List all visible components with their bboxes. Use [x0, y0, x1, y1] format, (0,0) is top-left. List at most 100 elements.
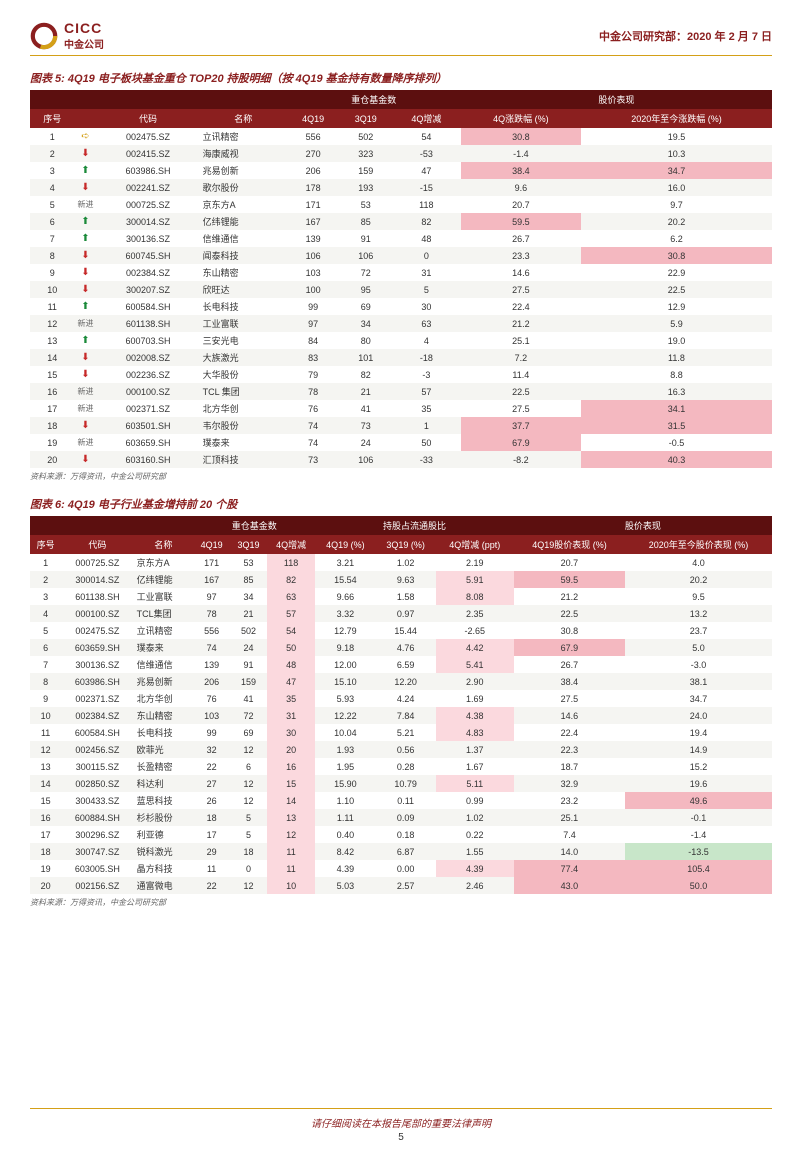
cell-ytd: 11.8	[581, 349, 772, 366]
cell-name: 蓝思科技	[134, 792, 194, 809]
table6-group-header	[30, 516, 193, 535]
cell-g: 32.9	[514, 775, 625, 792]
table-row: 17新进002371.SZ北方华创76413527.534.1	[30, 400, 772, 417]
cell-4q19: 556	[287, 128, 340, 145]
cell-a: 18	[193, 809, 230, 826]
cell-d: 12.79	[315, 622, 375, 639]
cell-code: 000100.SZ	[61, 605, 133, 622]
table5-group-header	[30, 90, 287, 109]
cell-c: 16	[267, 758, 315, 775]
cell-b: 24	[230, 639, 267, 656]
cell-code: 601138.SH	[61, 588, 133, 605]
cell-3q19: 502	[339, 128, 392, 145]
cell-name: 璞泰来	[134, 639, 194, 656]
cell-4q19: 106	[287, 247, 340, 264]
cell-a: 139	[193, 656, 230, 673]
cell-ytd: 12.9	[581, 298, 772, 315]
cell-4qchg: 67.9	[461, 434, 581, 451]
cell-d: 3.32	[315, 605, 375, 622]
cell-ytd: 5.9	[581, 315, 772, 332]
cell-ytd: 19.0	[581, 332, 772, 349]
cell-code: 603501.SH	[96, 417, 199, 434]
trend-icon: 新进	[74, 434, 96, 451]
cell-d: 0.40	[315, 826, 375, 843]
cell-name: 立讯精密	[200, 128, 287, 145]
cell-delta: 57	[392, 383, 461, 400]
cell-b: 85	[230, 571, 267, 588]
cell-h: 20.2	[625, 571, 772, 588]
table6-col-header: 名称	[134, 535, 194, 554]
cell-code: 002156.SZ	[61, 877, 133, 894]
cell-e: 1.02	[376, 554, 436, 571]
cell-d: 5.03	[315, 877, 375, 894]
cell-h: 13.2	[625, 605, 772, 622]
cell-f: 0.99	[436, 792, 514, 809]
table-row: 10⬇300207.SZ欣旺达10095527.522.5	[30, 281, 772, 298]
cell-g: 7.4	[514, 826, 625, 843]
cell-seq: 7	[30, 230, 74, 247]
cell-a: 556	[193, 622, 230, 639]
cell-4qchg: 25.1	[461, 332, 581, 349]
cell-a: 99	[193, 724, 230, 741]
cell-b: 12	[230, 877, 267, 894]
cell-code: 603160.SH	[96, 451, 199, 468]
table5-title: 图表 5: 4Q19 电子板块基金重仓 TOP20 持股明细（按 4Q19 基金…	[30, 70, 772, 86]
cell-code: 600584.SH	[61, 724, 133, 741]
cell-4q19: 76	[287, 400, 340, 417]
cell-name: 杉杉股份	[134, 809, 194, 826]
cell-ytd: 10.3	[581, 145, 772, 162]
cell-code: 603986.SH	[61, 673, 133, 690]
cell-4q19: 139	[287, 230, 340, 247]
cell-e: 0.00	[376, 860, 436, 877]
cell-4q19: 167	[287, 213, 340, 230]
table5-group-header: 重仓基金数	[287, 90, 461, 109]
cell-seq: 10	[30, 707, 61, 724]
cell-4qchg: 14.6	[461, 264, 581, 281]
cell-b: 69	[230, 724, 267, 741]
cell-code: 002456.SZ	[61, 741, 133, 758]
cell-ytd: 22.5	[581, 281, 772, 298]
cell-g: 23.2	[514, 792, 625, 809]
cell-c: 48	[267, 656, 315, 673]
cell-name: 东山精密	[134, 707, 194, 724]
cell-e: 0.09	[376, 809, 436, 826]
cell-4q19: 206	[287, 162, 340, 179]
cell-4q19: 73	[287, 451, 340, 468]
table5-col-header	[74, 109, 96, 128]
cell-name: 立讯精密	[134, 622, 194, 639]
cell-name: 亿纬锂能	[134, 571, 194, 588]
cell-a: 171	[193, 554, 230, 571]
cell-d: 15.10	[315, 673, 375, 690]
table6-group-header: 重仓基金数	[193, 516, 315, 535]
cell-f: -2.65	[436, 622, 514, 639]
cell-ytd: 16.3	[581, 383, 772, 400]
cell-name: 工业富联	[200, 315, 287, 332]
cell-d: 9.66	[315, 588, 375, 605]
cell-f: 1.02	[436, 809, 514, 826]
cell-delta: 5	[392, 281, 461, 298]
cell-seq: 17	[30, 826, 61, 843]
cell-h: 49.6	[625, 792, 772, 809]
cell-c: 10	[267, 877, 315, 894]
cell-h: 38.1	[625, 673, 772, 690]
cell-4qchg: 11.4	[461, 366, 581, 383]
cell-3q19: 41	[339, 400, 392, 417]
cell-delta: 48	[392, 230, 461, 247]
cell-3q19: 73	[339, 417, 392, 434]
cell-e: 15.44	[376, 622, 436, 639]
cell-a: 76	[193, 690, 230, 707]
cell-b: 12	[230, 792, 267, 809]
cell-e: 9.63	[376, 571, 436, 588]
cell-d: 12.00	[315, 656, 375, 673]
table5-group-header: 股价表现	[461, 90, 772, 109]
cell-b: 159	[230, 673, 267, 690]
cell-delta: 35	[392, 400, 461, 417]
cell-ytd: 22.9	[581, 264, 772, 281]
cell-code: 000725.SZ	[61, 554, 133, 571]
cell-name: 长盈精密	[134, 758, 194, 775]
cell-name: 三安光电	[200, 332, 287, 349]
cell-4qchg: 7.2	[461, 349, 581, 366]
cell-delta: -3	[392, 366, 461, 383]
table-row: 6603659.SH璞泰来7424509.184.764.4267.95.0	[30, 639, 772, 656]
cell-4q19: 171	[287, 196, 340, 213]
